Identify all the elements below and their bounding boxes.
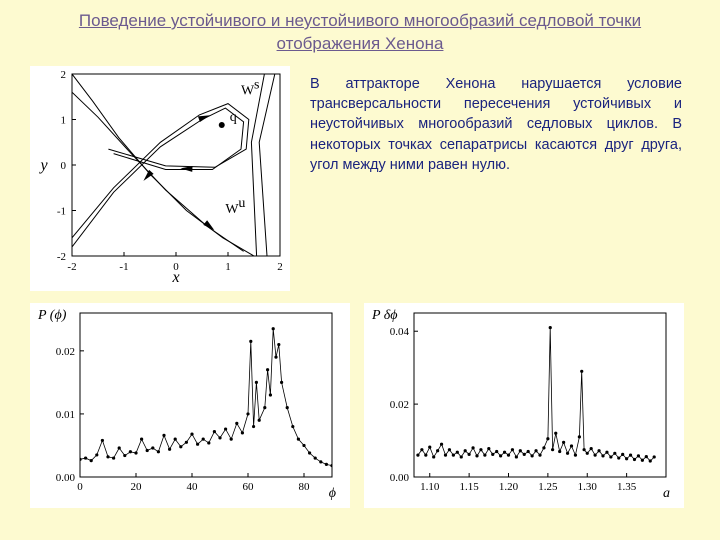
svg-text:-2: -2 [67, 261, 76, 273]
svg-text:1.10: 1.10 [420, 481, 440, 493]
upper-row: -2-1012-2-1012xyqWsWu В аттракторе Хенон… [0, 62, 720, 291]
svg-text:-1: -1 [57, 205, 66, 217]
phase-plot: -2-1012-2-1012xyqWsWu [30, 66, 290, 291]
svg-text:0: 0 [77, 481, 83, 493]
svg-text:q: q [230, 110, 237, 125]
svg-text:s: s [254, 77, 259, 92]
svg-text:-2: -2 [57, 251, 66, 263]
lower-row: 0 20 40 60 80 0.00 0.01 0.02 P (ϕ) ϕ 1.10 1.15 1.20… [0, 291, 720, 508]
title-line1: Поведение устойчивого и неустойчивого мн… [79, 11, 641, 30]
svg-text:W: W [225, 202, 239, 217]
svg-text:60: 60 [243, 481, 255, 493]
svg-text:2: 2 [61, 69, 67, 81]
svg-text:a: a [663, 486, 670, 501]
svg-text:0.04: 0.04 [390, 326, 410, 338]
svg-text:0.00: 0.00 [390, 472, 410, 484]
p-phi-plot: 0 20 40 60 80 0.00 0.01 0.02 P (ϕ) ϕ [30, 303, 350, 508]
svg-text:1.20: 1.20 [499, 481, 519, 493]
svg-text:0.02: 0.02 [56, 346, 75, 358]
p-delta-plot: 1.10 1.15 1.20 1.25 1.30 1.35 0.00 0.02 0.04 P δϕ… [364, 303, 684, 508]
svg-text:u: u [238, 196, 245, 211]
svg-text:0.00: 0.00 [56, 472, 76, 484]
svg-text:P (ϕ): P (ϕ) [37, 308, 67, 323]
page-title: Поведение устойчивого и неустойчивого мн… [0, 0, 720, 62]
svg-text:y: y [38, 157, 48, 174]
svg-text:2: 2 [277, 261, 283, 273]
svg-text:W: W [241, 83, 255, 98]
svg-text:80: 80 [299, 481, 311, 493]
svg-text:P δϕ: P δϕ [371, 308, 398, 323]
svg-text:40: 40 [187, 481, 199, 493]
svg-text:-1: -1 [119, 261, 128, 273]
description-text: В аттракторе Хенона нарушается условие т… [310, 66, 690, 291]
svg-text:1.30: 1.30 [578, 481, 598, 493]
svg-text:1: 1 [225, 261, 231, 273]
svg-text:1.35: 1.35 [617, 481, 637, 493]
svg-text:ϕ: ϕ [329, 486, 336, 501]
svg-text:x: x [171, 269, 179, 286]
svg-text:0.01: 0.01 [56, 409, 75, 421]
svg-text:1.15: 1.15 [460, 481, 480, 493]
svg-text:0: 0 [61, 160, 67, 172]
svg-text:20: 20 [131, 481, 143, 493]
title-line2: отображения Хенона [277, 34, 444, 53]
svg-text:1.25: 1.25 [538, 481, 558, 493]
svg-text:1: 1 [61, 114, 67, 126]
svg-text:0.02: 0.02 [390, 399, 409, 411]
